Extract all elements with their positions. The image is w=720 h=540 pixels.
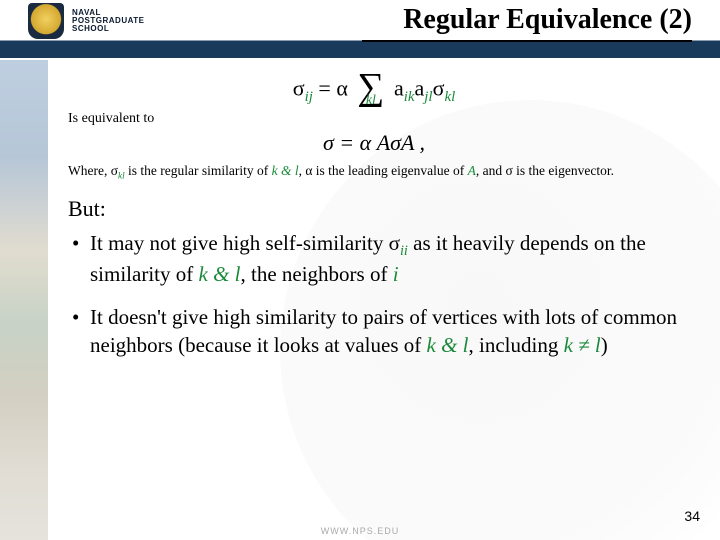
eq1-sigma2-sub: kl	[444, 89, 455, 105]
b2-knel: k ≠ l	[564, 333, 601, 357]
b2-b: , including	[469, 333, 564, 357]
eq1-sigma2: σ	[433, 76, 445, 101]
b1-c: , the neighbors of	[241, 262, 393, 286]
where-note: Where, σkl is the regular similarity of …	[68, 162, 680, 182]
where-3: , α is the leading eigenvalue of	[299, 163, 468, 178]
logo-text: NAVAL POSTGRADUATE SCHOOL	[72, 9, 145, 33]
slide-title: Regular Equivalence (2)	[403, 4, 692, 36]
slide: NAVAL POSTGRADUATE SCHOOL Regular Equiva…	[0, 0, 720, 540]
title-underline	[362, 40, 692, 42]
b2-c: )	[601, 333, 608, 357]
eq1-sigma: σ	[293, 76, 305, 101]
eq1-a2-sub: jl	[424, 89, 432, 105]
eq2-text: σ = α AσA ,	[323, 130, 425, 155]
but-heading: But:	[68, 196, 680, 222]
eq1-alpha: α	[336, 76, 348, 101]
eq1-equals: =	[313, 76, 336, 101]
where-sub-kl: kl	[118, 170, 125, 180]
where-A: A	[468, 163, 476, 178]
b1-i: i	[393, 262, 399, 286]
eq1-sub-ij: ij	[305, 89, 313, 105]
b2-kl: k & l	[427, 333, 469, 357]
nps-logo-icon	[28, 3, 64, 39]
eq1-a1: a	[394, 76, 404, 101]
bullet-2: It doesn't give high similarity to pairs…	[72, 304, 680, 359]
logo-area: NAVAL POSTGRADUATE SCHOOL	[0, 0, 145, 42]
summation-icon: ∑kl	[357, 76, 384, 105]
eq1-a2: a	[415, 76, 425, 101]
equivalent-label: Is equivalent to	[68, 111, 680, 127]
header-bar: NAVAL POSTGRADUATE SCHOOL Regular Equiva…	[0, 0, 720, 58]
where-kl: k & l	[272, 163, 299, 178]
where-4: , and σ is the eigenvector.	[476, 163, 614, 178]
where-2: is the regular similarity of	[125, 163, 272, 178]
bullet-list: It may not give high self-similarity σii…	[68, 230, 680, 360]
b1-a: It may not give high self-similarity σ	[90, 231, 400, 255]
logo-line-3: SCHOOL	[72, 25, 145, 33]
b1-sub-ii: ii	[400, 243, 408, 259]
where-1: Where, σ	[68, 163, 118, 178]
footer-url: WWW.NPS.EDU	[321, 526, 400, 536]
slide-content: σij = α ∑kl aikajlσkl Is equivalent to σ…	[0, 58, 720, 360]
equation-2: σ = α AσA ,	[68, 131, 680, 155]
equation-1: σij = α ∑kl aikajlσkl	[68, 76, 680, 105]
b1-kl: k & l	[199, 262, 241, 286]
sum-subscript: kl	[357, 97, 384, 105]
page-number: 34	[684, 508, 700, 524]
eq1-a1-sub: ik	[404, 89, 415, 105]
bullet-1: It may not give high self-similarity σii…	[72, 230, 680, 289]
